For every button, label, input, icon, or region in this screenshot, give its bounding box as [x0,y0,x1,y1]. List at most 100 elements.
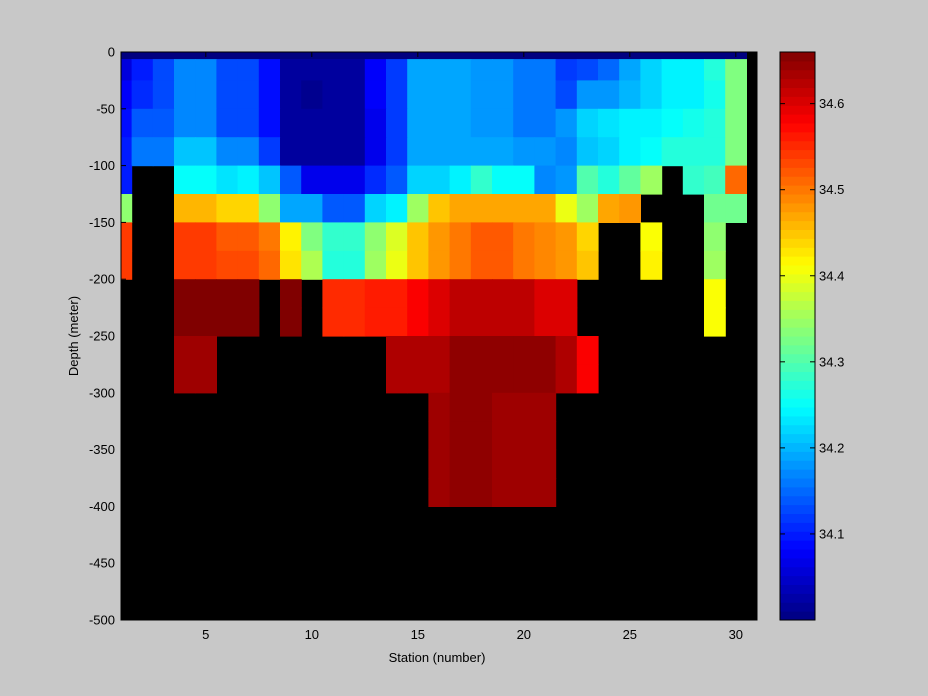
heatmap-cell [513,364,535,394]
heatmap-cell [555,336,578,365]
heatmap-cell [386,59,408,81]
heatmap-cell [576,59,599,81]
colorbar-segment [780,149,815,160]
colorbar-segment [780,460,815,470]
x-axis-label: Station (number) [389,650,486,665]
heatmap-cell [195,307,217,337]
heatmap-cell [492,364,514,394]
colorbar-segment [780,123,815,133]
colorbar-segment [780,575,815,586]
heatmap-cell [237,279,260,309]
heatmap-cell [237,250,260,280]
colorbar-segment [780,362,815,373]
heatmap-cell [131,137,154,167]
heatmap-cell [216,222,239,252]
heatmap-cell [301,194,323,223]
heatmap-cell [492,336,514,365]
heatmap-cell [513,165,535,195]
heatmap-cell [152,52,175,60]
heatmap-cell [428,194,451,223]
heatmap-cell [492,222,514,252]
colorbar-segment [780,522,815,532]
colorbar-segment [780,513,815,523]
heatmap-cell [534,165,557,195]
heatmap-cell [258,137,281,167]
heatmap-cell [619,108,641,138]
heatmap-cell [386,165,408,195]
heatmap-cell [449,279,472,309]
heatmap-cell [640,137,663,167]
heatmap-cell [470,421,493,451]
heatmap-cell [364,80,387,110]
heatmap-cell [449,392,472,422]
heatmap-cell [322,52,345,60]
heatmap-cell [576,364,599,394]
heatmap-cell [428,108,451,138]
heatmap-cell [492,80,514,110]
heatmap-cell [449,336,472,365]
colorbar-segment [780,389,815,399]
heatmap-cell [428,279,451,309]
heatmap-cell [492,137,514,167]
heatmap-cell [619,165,641,195]
heatmap-cell [343,108,366,138]
colorbar-segment [780,371,815,381]
colorbar-segment [780,167,815,177]
colorbar-segment [780,220,815,231]
heatmap-cell [216,250,239,280]
heatmap-cell [449,222,472,252]
heatmap-cell [280,59,302,81]
heatmap-cell [216,194,239,223]
heatmap-cell [682,52,705,60]
heatmap-cell [386,364,408,394]
heatmap-cell [301,80,323,110]
colorbar-tick-label: 34.4 [819,268,844,283]
heatmap-cell [322,80,345,110]
heatmap-cell [555,165,578,195]
heatmap-cell [195,222,217,252]
heatmap-cell [428,449,451,479]
heatmap-cell [174,307,196,337]
heatmap-cell [174,194,196,223]
heatmap-cell [428,478,451,507]
heatmap-cell [576,137,599,167]
heatmap-cell [216,279,239,309]
colorbar-segment [780,380,815,390]
colorbar-segment [780,131,815,142]
heatmap-cell [682,59,705,81]
heatmap-cell [449,80,472,110]
colorbar-segment [780,140,815,151]
colorbar-segment [780,202,815,213]
heatmap-cell [428,250,451,280]
heatmap-cell [121,222,133,252]
heatmap-cell [470,250,493,280]
heatmap-cell [195,59,217,81]
heatmap-cell [258,80,281,110]
heatmap-cell [449,421,472,451]
heatmap-cell [534,279,557,309]
colorbar-segment [780,531,815,541]
heatmap-cell [492,392,514,422]
heatmap-cell [598,108,620,138]
y-tick-label: -500 [89,613,115,628]
y-tick-label: -450 [89,556,115,571]
heatmap-cell [725,137,747,167]
heatmap-cell [280,222,302,252]
heatmap-cell [682,137,705,167]
heatmap-cell [449,59,472,81]
x-axis-ticks: 5 10 15 20 25 30 [202,52,743,642]
heatmap-cell [280,194,302,223]
heatmap-cell [492,108,514,138]
heatmap-cell [428,392,451,422]
heatmap-cell [258,59,281,81]
colorbar-segment [780,273,815,284]
heatmap-cell [386,307,408,337]
heatmap-cell [470,59,493,81]
colorbar-segment [780,584,815,594]
heatmap-cell [258,222,281,252]
heatmap-cell [534,421,557,451]
colorbar-tick-label: 34.5 [819,182,844,197]
heatmap-cell [640,108,663,138]
heatmap-cell [555,194,578,223]
heatmap-cell [682,108,705,138]
